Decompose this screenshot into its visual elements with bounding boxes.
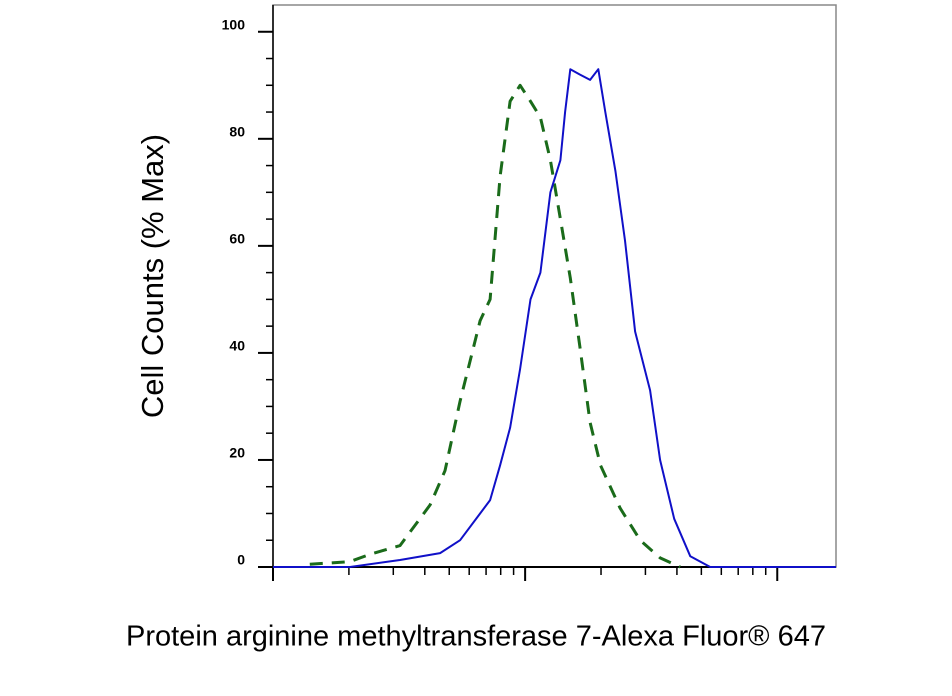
y-tick-label: 60 xyxy=(229,231,245,247)
plot-frame xyxy=(272,4,837,568)
y-tick-label: 100 xyxy=(222,16,246,32)
y-axis-label: Cell Counts (% Max) xyxy=(135,134,170,418)
series-line xyxy=(309,83,681,569)
y-tick-label: 20 xyxy=(229,445,245,461)
y-tick-label: 40 xyxy=(229,338,245,354)
series-line xyxy=(273,68,836,568)
x-axis-label: Protein arginine methyltransferase 7-Ale… xyxy=(126,621,826,653)
y-tick-label: 80 xyxy=(229,124,245,140)
y-tick-label: 0 xyxy=(237,552,245,568)
